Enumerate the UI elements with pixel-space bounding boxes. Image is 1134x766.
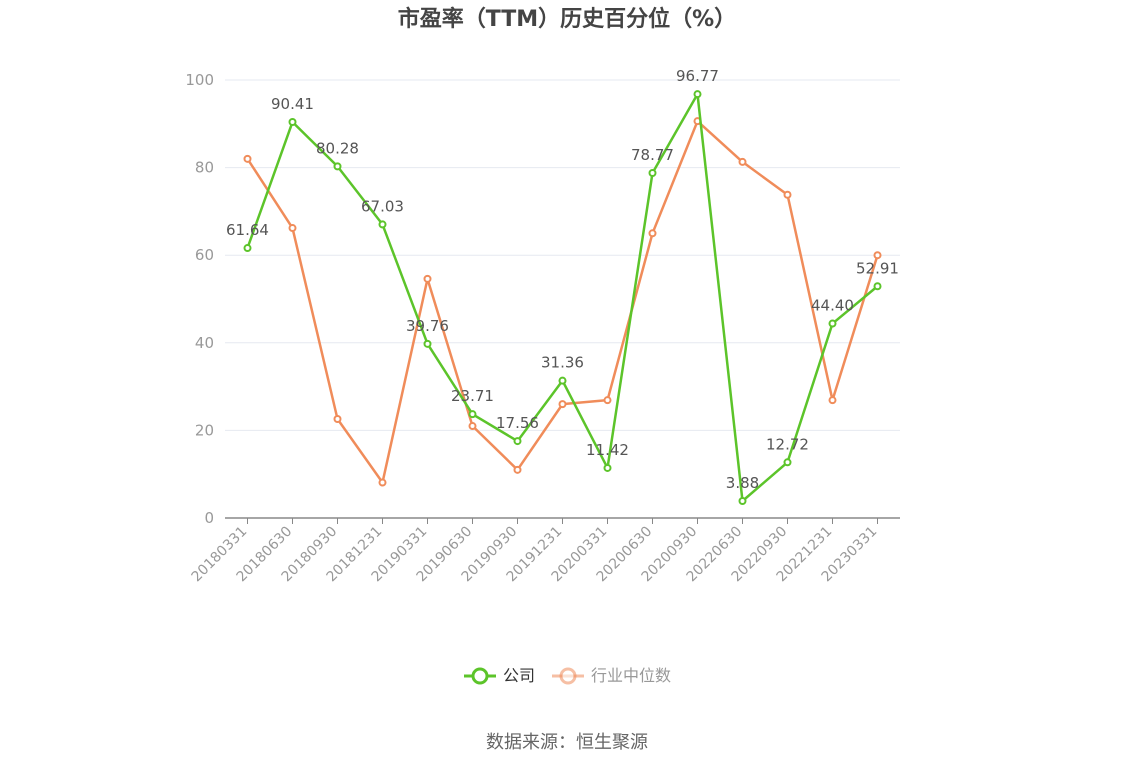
series-group xyxy=(243,90,882,506)
data-point-1[interactable] xyxy=(243,154,252,163)
data-point-0[interactable] xyxy=(738,497,747,506)
data-point-0[interactable] xyxy=(243,244,252,253)
data-label: 12.72 xyxy=(766,435,809,453)
y-tick-label: 80 xyxy=(195,159,214,177)
data-label: 39.76 xyxy=(406,317,449,335)
data-point-1[interactable] xyxy=(828,396,837,405)
data-point-1[interactable] xyxy=(648,229,657,238)
legend-industry-marker xyxy=(559,667,577,685)
data-point-1[interactable] xyxy=(603,396,612,405)
data-point-1[interactable] xyxy=(738,157,747,166)
data-point-1[interactable] xyxy=(333,415,342,424)
chart-title: 市盈率（TTM）历史百分位（%） xyxy=(398,6,736,32)
data-point-0[interactable] xyxy=(558,376,567,385)
data-label: 61.64 xyxy=(226,221,269,239)
data-label: 44.40 xyxy=(811,297,854,315)
legend: 公司 行业中位数 xyxy=(464,666,671,685)
data-label: 78.77 xyxy=(631,146,674,164)
data-point-1[interactable] xyxy=(468,422,477,431)
legend-company-marker xyxy=(471,667,489,685)
y-tick-label: 60 xyxy=(195,246,214,264)
data-point-1[interactable] xyxy=(288,224,297,233)
data-point-0[interactable] xyxy=(468,410,477,419)
data-point-1[interactable] xyxy=(873,251,882,260)
data-point-0[interactable] xyxy=(378,220,387,229)
legend-item-industry-median[interactable]: 行业中位数 xyxy=(552,666,671,685)
legend-item-company[interactable]: 公司 xyxy=(464,666,535,685)
y-tick-label: 20 xyxy=(195,421,214,439)
data-label: 23.71 xyxy=(451,387,494,405)
data-label: 52.91 xyxy=(856,259,899,277)
data-label: 31.36 xyxy=(541,354,584,372)
data-label: 96.77 xyxy=(676,67,719,85)
data-point-1[interactable] xyxy=(558,400,567,409)
data-point-1[interactable] xyxy=(378,478,387,487)
data-point-0[interactable] xyxy=(693,90,702,99)
series-line-1 xyxy=(246,119,879,484)
data-point-1[interactable] xyxy=(783,190,792,199)
legend-industry-label: 行业中位数 xyxy=(591,666,671,685)
data-point-0[interactable] xyxy=(333,162,342,171)
axes: 0204060801002018033120180630201809302018… xyxy=(185,71,900,585)
y-tick-label: 100 xyxy=(185,71,214,89)
data-point-0[interactable] xyxy=(873,282,882,291)
data-label: 67.03 xyxy=(361,197,404,215)
data-label: 90.41 xyxy=(271,95,314,113)
data-point-0[interactable] xyxy=(603,463,612,472)
y-tick-label: 40 xyxy=(195,334,214,352)
data-point-1[interactable] xyxy=(513,465,522,474)
data-point-0[interactable] xyxy=(828,319,837,328)
data-source: 数据来源：恒生聚源 xyxy=(486,732,648,753)
data-point-0[interactable] xyxy=(513,437,522,446)
data-label: 3.88 xyxy=(726,474,759,492)
data-point-1[interactable] xyxy=(423,274,432,283)
data-label: 17.56 xyxy=(496,414,539,432)
data-point-0[interactable] xyxy=(423,339,432,348)
legend-company-label: 公司 xyxy=(503,666,535,685)
data-point-0[interactable] xyxy=(288,118,297,127)
data-point-0[interactable] xyxy=(648,168,657,177)
data-label: 11.42 xyxy=(586,441,629,459)
y-tick-label: 0 xyxy=(204,509,214,527)
data-point-0[interactable] xyxy=(783,458,792,467)
data-label: 80.28 xyxy=(316,139,359,157)
